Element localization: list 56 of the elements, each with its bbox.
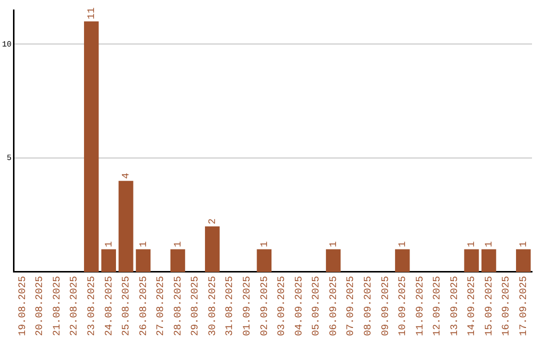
data-label: 1 — [484, 241, 496, 248]
x-tick-label: 28.08.2025 — [173, 276, 184, 336]
y-tick-label: 10 — [2, 40, 12, 50]
x-tick-label: 08.09.2025 — [363, 276, 374, 336]
x-tick-label: 14.09.2025 — [467, 276, 478, 336]
x-tick-label: 11.09.2025 — [415, 276, 426, 336]
x-tick-label: 31.08.2025 — [225, 276, 236, 336]
x-tick-label: 27.08.2025 — [156, 276, 168, 336]
data-label: 1 — [260, 241, 271, 248]
data-label: 1 — [328, 241, 340, 248]
x-tick-label: 01.09.2025 — [242, 276, 254, 336]
bar — [170, 249, 186, 272]
data-label: 1 — [104, 241, 116, 248]
x-tick-label: 20.08.2025 — [35, 276, 46, 336]
bar — [136, 249, 151, 272]
bar — [395, 249, 410, 272]
bar — [101, 249, 116, 272]
x-tick-label: 23.08.2025 — [87, 276, 98, 336]
x-tick-label: 04.09.2025 — [294, 276, 306, 336]
x-tick-label: 05.09.2025 — [312, 276, 323, 336]
x-tick-label: 29.08.2025 — [190, 276, 202, 336]
data-label: 1 — [173, 241, 184, 248]
bar — [256, 249, 272, 272]
data-label: 4 — [122, 172, 133, 179]
x-tick-label: 06.09.2025 — [328, 276, 340, 336]
x-tick-label: 26.08.2025 — [138, 276, 150, 336]
x-tick-label: 21.08.2025 — [52, 276, 64, 336]
x-tick-label: 30.08.2025 — [208, 276, 219, 336]
y-tick-label: 5 — [6, 154, 12, 164]
x-tick-label: 22.08.2025 — [70, 276, 81, 336]
x-tick-label: 25.08.2025 — [122, 276, 133, 336]
x-tick-label: 02.09.2025 — [260, 276, 271, 336]
bar — [118, 180, 134, 272]
data-label: 2 — [208, 218, 219, 224]
bar — [464, 249, 479, 272]
x-tick-label: 17.09.2025 — [519, 276, 530, 336]
x-tick-label: 10.09.2025 — [398, 276, 410, 336]
x-tick-label: 13.09.2025 — [450, 276, 461, 336]
x-tick-label: 07.09.2025 — [346, 276, 358, 336]
x-tick-label: 12.09.2025 — [432, 276, 444, 336]
data-label: 11 — [87, 7, 98, 20]
data-label: 1 — [467, 241, 478, 248]
bar — [84, 21, 99, 272]
x-tick-label: 24.08.2025 — [104, 276, 116, 336]
bar — [516, 249, 531, 272]
x-tick-label: 16.09.2025 — [502, 276, 513, 336]
x-tick-label: 09.09.2025 — [380, 276, 392, 336]
x-tick-label: 03.09.2025 — [277, 276, 288, 336]
bar — [326, 249, 341, 272]
data-label: 1 — [519, 241, 530, 248]
bar — [481, 249, 496, 272]
data-label: 1 — [398, 241, 410, 248]
data-label: 1 — [138, 241, 150, 248]
bar — [204, 226, 220, 272]
x-tick-label: 19.08.2025 — [18, 276, 29, 336]
x-tick-label: 15.09.2025 — [484, 276, 496, 336]
